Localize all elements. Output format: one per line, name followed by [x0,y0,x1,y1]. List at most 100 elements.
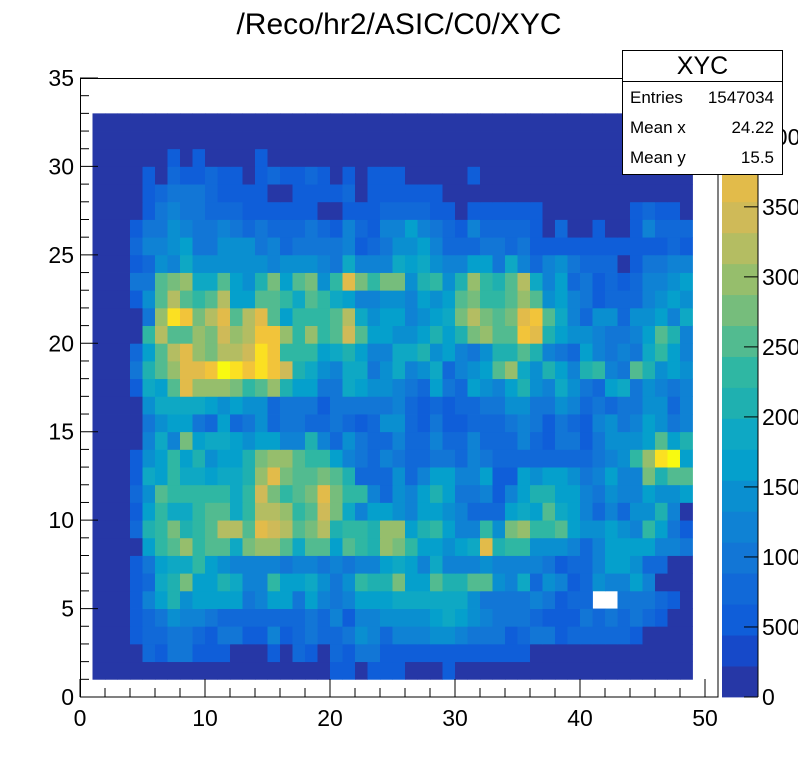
heatmap-cell [655,378,668,397]
heatmap-cell [630,325,643,344]
heatmap-cell [617,378,631,397]
heatmap-cell [542,431,556,450]
heatmap-cell [255,219,268,238]
heatmap-cell [567,378,581,397]
heatmap-cell [492,360,506,380]
heatmap-cell [130,272,143,291]
heatmap-cell [117,484,131,503]
heatmap-cell [392,113,406,132]
heatmap-cell [280,219,293,238]
heatmap-cell [105,254,118,273]
heatmap-cell [167,343,181,362]
heatmap-cell [180,537,193,556]
heatmap-cell [142,272,156,291]
heatmap-cell [367,643,381,663]
heatmap-cell [405,590,418,609]
heatmap-cell [305,661,318,680]
heatmap-cell [417,325,431,344]
heatmap-cell [180,148,193,167]
heatmap-cell [555,166,568,185]
heatmap-cell [205,431,218,450]
heatmap-cell [680,626,693,645]
heatmap-cell [467,414,481,433]
heatmap-cell [192,360,206,380]
heatmap-cell [217,290,231,309]
heatmap-cell [205,661,218,680]
heatmap-cell [505,484,518,503]
heatmap-cell [605,520,618,539]
stats-box[interactable]: XYC Entries 1547034 Mean x 24.22 Mean y … [622,50,783,175]
heatmap-cell [517,484,531,503]
heatmap-cell [667,325,681,344]
heatmap-cell [142,113,156,132]
heatmap-cell [367,431,381,450]
heatmap-cell [167,272,181,291]
heatmap-cell [467,661,481,680]
heatmap-cell [92,201,106,220]
heatmap-cell [280,237,293,256]
heatmap-cell [505,166,518,185]
heatmap-cell [505,573,518,592]
heatmap-cell [292,449,306,468]
heatmap-cell [280,184,293,203]
heatmap-cell [342,520,356,539]
heatmap-cell [455,484,468,503]
heatmap-cell [217,467,231,486]
heatmap-cell [130,449,143,468]
heatmap-cell [567,537,581,556]
heatmap-cell [667,431,681,450]
heatmap-cell [267,414,281,433]
heatmap-cell [292,502,306,521]
palette-tick-label: 1500 [762,474,798,500]
heatmap-cell [467,555,481,574]
heatmap-cell [280,113,293,132]
heatmap-cell [530,502,543,521]
heatmap-cell [205,643,218,663]
heatmap-cell [455,290,468,309]
heatmap-cell [505,590,518,609]
heatmap-cell [105,219,118,238]
heatmap-cell [592,184,606,203]
heatmap-cells [92,113,693,680]
heatmap-cell [167,148,181,167]
heatmap-cell [455,590,468,609]
heatmap-cell [242,537,256,556]
heatmap-cell [492,608,506,627]
heatmap-cell [405,307,418,326]
heatmap-cell [142,378,156,397]
heatmap-cell [480,343,493,362]
heatmap-cell [342,484,356,503]
heatmap-cell [655,626,668,645]
palette-band [722,449,758,481]
heatmap-cell [617,590,631,609]
heatmap-cell [467,573,481,592]
heatmap-cell [467,184,481,203]
heatmap-cell [655,237,668,256]
heatmap-cell [267,643,281,663]
heatmap-cell [467,608,481,627]
heatmap-cell [205,254,218,273]
heatmap-cell [342,113,356,132]
heatmap-cell [455,643,468,663]
heatmap-cell [480,219,493,238]
heatmap-cell [205,396,218,415]
heatmap-cell [517,555,531,574]
heatmap-cell [317,396,331,415]
heatmap-cell [380,431,393,450]
heatmap-cell [555,307,568,326]
heatmap-cell [405,520,418,539]
heatmap-cell [167,166,181,185]
heatmap-cell [242,414,256,433]
heatmap-cell [430,360,443,380]
heatmap-cell [442,113,456,132]
heatmap-cell [105,201,118,220]
heatmap-cell [517,343,531,362]
heatmap-cell [167,590,181,609]
heatmap-cell [242,555,256,574]
heatmap-cell [142,643,156,663]
heatmap-cell [642,467,656,486]
stats-entries-value: 1547034 [707,88,774,107]
heatmap-cell [205,184,218,203]
heatmap-cell [517,502,531,521]
heatmap-cell [592,307,606,326]
